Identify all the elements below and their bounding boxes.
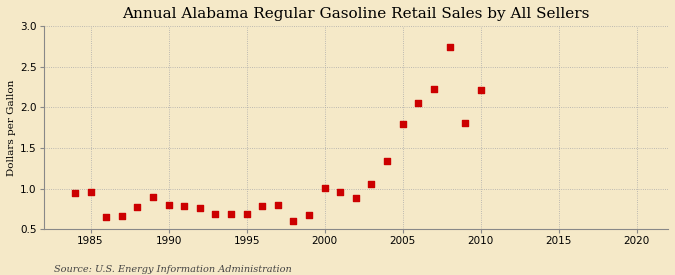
Point xyxy=(194,206,205,211)
Point xyxy=(288,219,299,223)
Point xyxy=(413,100,424,105)
Y-axis label: Dollars per Gallon: Dollars per Gallon xyxy=(7,79,16,176)
Point xyxy=(101,214,111,219)
Title: Annual Alabama Regular Gasoline Retail Sales by All Sellers: Annual Alabama Regular Gasoline Retail S… xyxy=(122,7,589,21)
Point xyxy=(475,87,486,92)
Point xyxy=(398,122,408,127)
Point xyxy=(210,211,221,216)
Point xyxy=(304,213,315,218)
Point xyxy=(381,159,392,163)
Point xyxy=(225,212,236,216)
Point xyxy=(116,214,127,218)
Point xyxy=(319,186,330,190)
Point xyxy=(335,190,346,194)
Point xyxy=(429,87,439,91)
Text: Source: U.S. Energy Information Administration: Source: U.S. Energy Information Administ… xyxy=(54,265,292,274)
Point xyxy=(366,182,377,187)
Point xyxy=(163,203,174,207)
Point xyxy=(241,212,252,216)
Point xyxy=(350,196,361,200)
Point xyxy=(256,204,267,208)
Point xyxy=(444,45,455,50)
Point xyxy=(132,205,142,209)
Point xyxy=(179,204,190,209)
Point xyxy=(460,121,470,125)
Point xyxy=(70,190,80,195)
Point xyxy=(273,203,284,207)
Point xyxy=(85,190,96,194)
Point xyxy=(148,195,159,199)
